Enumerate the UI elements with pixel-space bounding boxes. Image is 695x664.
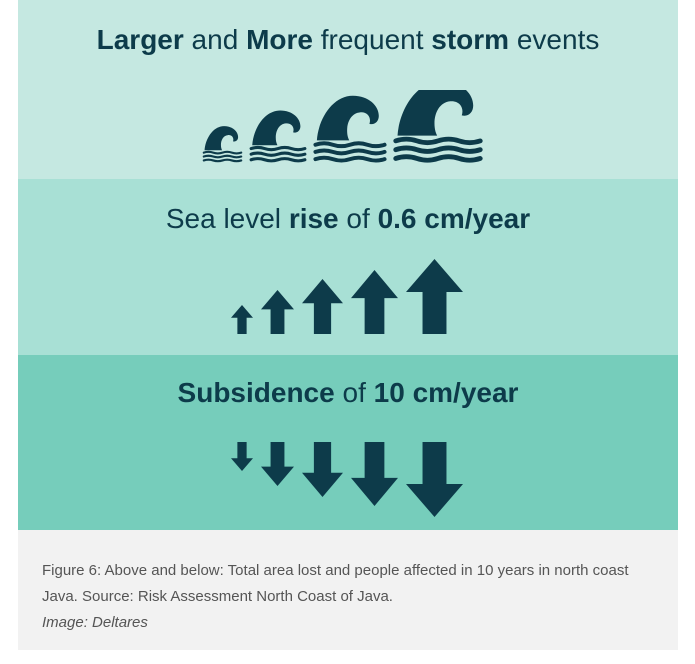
infographic: Larger and More frequent storm events Se… xyxy=(18,0,678,530)
image-credit: Image: Deltares xyxy=(42,614,148,631)
wave-icon xyxy=(202,126,243,163)
arrow-down-icon xyxy=(302,442,343,497)
figure-caption-box: Figure 6: Above and below: Total area lo… xyxy=(18,530,678,650)
sea-level-headline-part: rise xyxy=(288,203,339,234)
arrow-up-icon-row xyxy=(231,259,463,334)
arrow-up-icon xyxy=(302,279,343,334)
storm-headline-part: events xyxy=(509,24,600,55)
storm-headline-part: frequent xyxy=(312,24,432,55)
subsidence-headline-part: 10 cm/year xyxy=(373,377,519,408)
subsidence-headline-part: of xyxy=(334,377,374,408)
arrow-down-icon xyxy=(231,442,253,471)
sea-level-headline: Sea level rise of 0.6 cm/year xyxy=(18,203,678,235)
arrow-down-icon xyxy=(261,442,294,486)
wave-icon xyxy=(249,110,307,163)
sea-level-headline-part: of xyxy=(338,203,378,234)
sea-level-headline-part: 0.6 cm/year xyxy=(377,203,531,234)
arrow-up-icon xyxy=(261,290,294,334)
arrow-down-icon xyxy=(406,442,463,517)
subsidence-headline: Subsidence of 10 cm/year xyxy=(18,377,678,409)
sea-level-section: Sea level rise of 0.6 cm/year xyxy=(18,179,678,355)
sea-level-headline-part: Sea level xyxy=(165,203,289,234)
arrow-up-icon xyxy=(406,259,463,334)
subsidence-headline-part: Subsidence xyxy=(177,377,335,408)
subsidence-section: Subsidence of 10 cm/year xyxy=(18,355,678,530)
arrow-up-icon xyxy=(351,270,398,334)
wave-icon xyxy=(313,95,387,163)
wave-icon-row xyxy=(202,90,483,163)
arrow-down-icon-row xyxy=(231,442,463,517)
storm-headline-part: and xyxy=(183,24,247,55)
storm-headline-part: Larger xyxy=(96,24,184,55)
figure-caption: Figure 6: Above and below: Total area lo… xyxy=(42,558,662,636)
storm-headline-part: storm xyxy=(431,24,510,55)
storm-headline: Larger and More frequent storm events xyxy=(18,24,678,56)
arrow-up-icon xyxy=(231,305,253,334)
arrow-down-icon xyxy=(351,442,398,506)
storm-section: Larger and More frequent storm events xyxy=(18,0,678,179)
caption-text: Figure 6: Above and below: Total area lo… xyxy=(42,562,629,605)
wave-icon xyxy=(393,90,483,163)
storm-headline-part: More xyxy=(246,24,313,55)
